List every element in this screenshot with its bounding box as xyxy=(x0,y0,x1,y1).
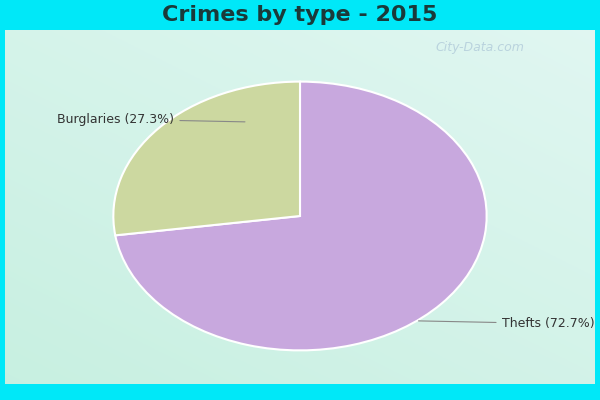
Text: Thefts (72.7%): Thefts (72.7%) xyxy=(419,317,594,330)
Text: Crimes by type - 2015: Crimes by type - 2015 xyxy=(163,5,437,25)
Text: City-Data.com: City-Data.com xyxy=(436,42,524,54)
Wedge shape xyxy=(113,82,300,235)
Text: Burglaries (27.3%): Burglaries (27.3%) xyxy=(58,113,245,126)
Wedge shape xyxy=(115,82,487,350)
